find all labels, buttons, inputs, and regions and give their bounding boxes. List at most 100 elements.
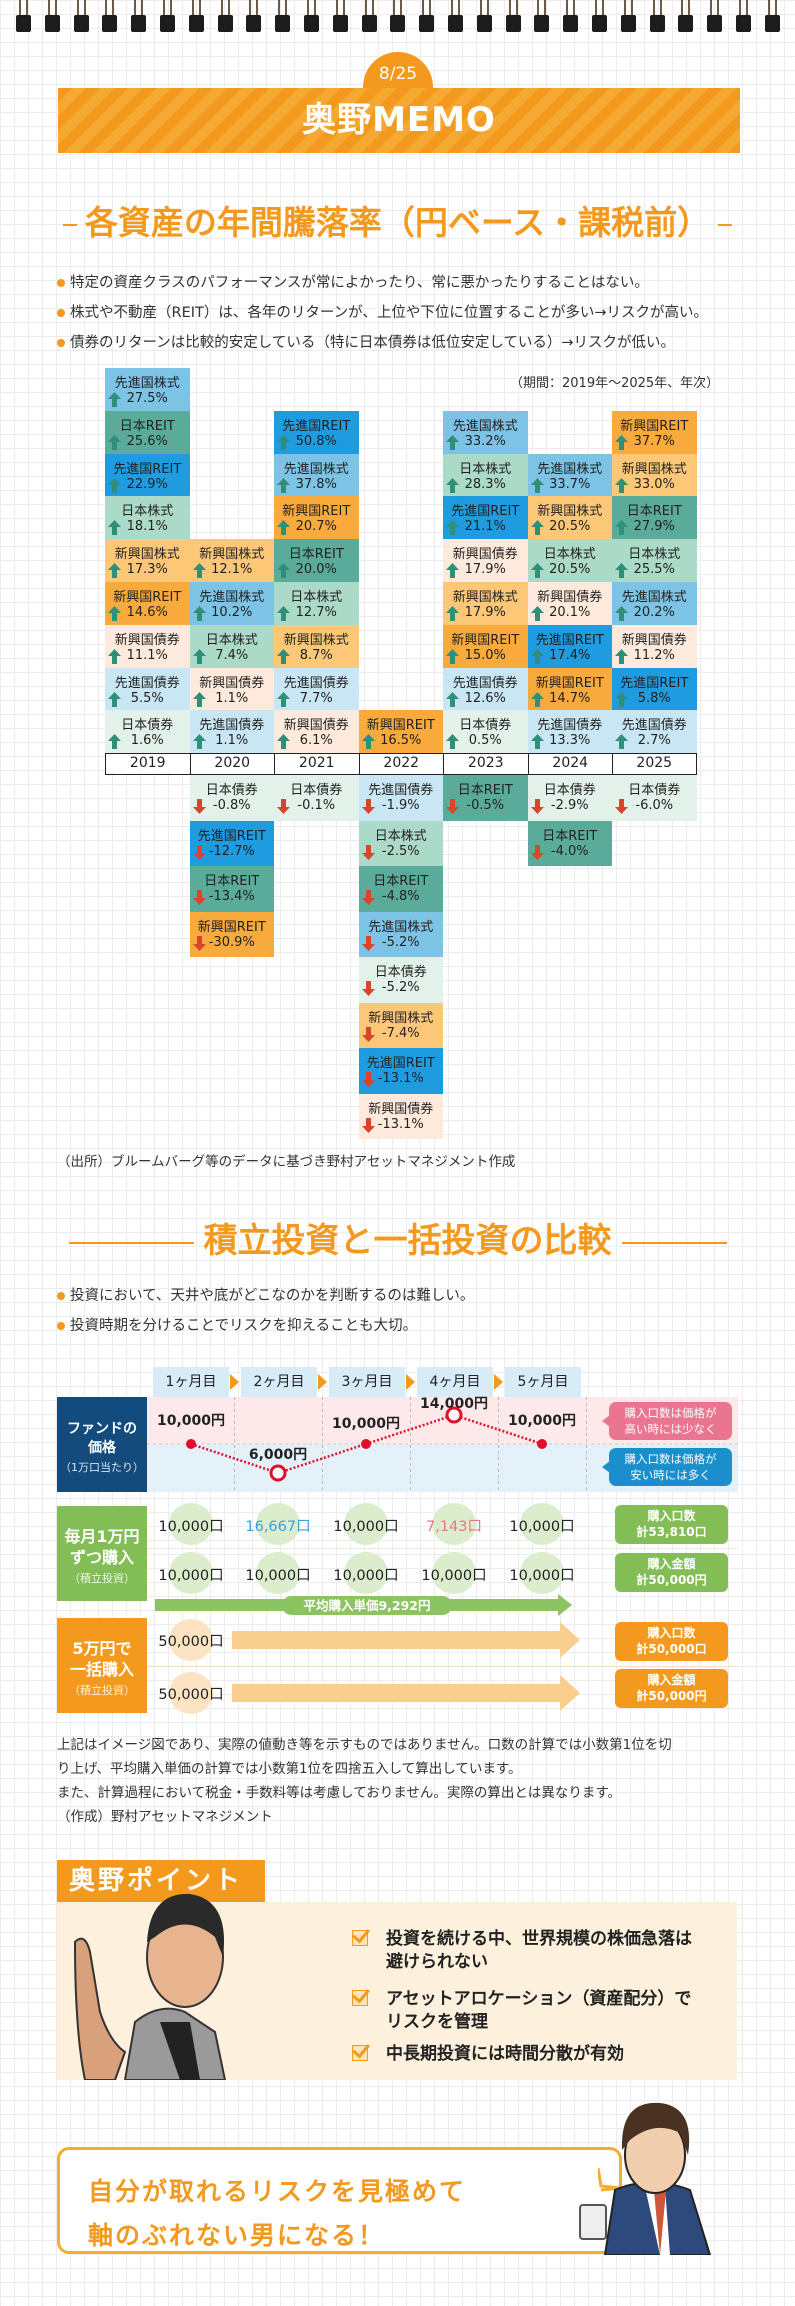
return-percent: -4.8% (381, 889, 420, 904)
return-cell: 先進国債券 5.5% (105, 667, 190, 711)
price-line-svg (147, 1397, 738, 1492)
up-arrow-icon (108, 520, 121, 536)
ring-binder (563, 0, 579, 32)
return-value: 1.1% (190, 689, 275, 709)
ring-clip (361, 15, 377, 32)
ring-clip (678, 15, 694, 32)
return-value: 20.0% (274, 560, 359, 580)
return-cell: 新興国債券 11.1% (105, 624, 190, 668)
return-percent: 11.1% (126, 647, 168, 663)
note-line: （作成）野村アセットマネジメント (57, 1809, 273, 1825)
title-line-left (68, 1241, 194, 1244)
up-arrow-icon (108, 734, 121, 750)
asset-name: 日本株式 (205, 632, 258, 648)
return-cell: 日本株式 25.5% (612, 539, 697, 582)
return-value: -30.9% (190, 933, 275, 953)
label-line: 5万円で (72, 1639, 132, 1658)
asset-name: 先進国株式 (199, 590, 265, 605)
asset-name: 先進国REIT (620, 675, 689, 691)
average-price-label: 平均購入単価9,292円 (282, 1596, 452, 1615)
return-value: 2.7% (612, 731, 697, 751)
return-percent: 37.7% (633, 433, 675, 449)
return-value: -0.5% (443, 796, 528, 816)
return-value: 17.3% (105, 560, 190, 580)
up-arrow-icon (446, 606, 459, 621)
callout-line: 安い時には多く (630, 1468, 711, 1482)
return-value: 17.4% (528, 646, 613, 666)
section2-bullets: 投資において、天井や底がどこなのかを判断するのは難しい。 投資時期を分けることで… (57, 1281, 757, 1341)
return-cell: 先進国株式 -5.2% (358, 911, 443, 957)
asset-name: 先進国債券 (199, 718, 265, 734)
return-value: 21.1% (443, 517, 528, 537)
ring-wire (479, 0, 489, 18)
ring-clip (160, 15, 175, 32)
ring-wire (220, 0, 230, 18)
callout-line: 購入口数は価格が (624, 1452, 717, 1466)
ring-wire (105, 0, 115, 18)
price-label: 14,000円 (419, 1396, 489, 1412)
callout-low: 購入口数は価格が 安い時には多く (602, 1448, 732, 1486)
ring-wire (681, 0, 691, 18)
asset-name: 先進国REIT (197, 828, 266, 844)
callout-high: 購入口数は価格が 高い時には少なく (602, 1402, 732, 1440)
dca-oval (432, 1503, 476, 1545)
ring-clip (304, 15, 319, 32)
return-value: 17.9% (443, 560, 528, 580)
down-arrow-icon (530, 799, 544, 814)
up-arrow-icon (277, 734, 290, 750)
return-cell: 新興国債券 -13.1% (358, 1093, 443, 1139)
up-arrow-icon (615, 477, 628, 493)
ring-wire (364, 0, 374, 18)
return-value: -0.1% (274, 796, 359, 816)
year-label: 2022 (358, 753, 443, 775)
bullet-item: 投資時期を分けることでリスクを抑えることも大切。 (57, 1311, 757, 1341)
return-cell: 日本債券 0.5% (443, 710, 528, 754)
return-cell: 新興国REIT 15.0% (443, 624, 528, 668)
return-cell: 先進国REIT 22.9% (105, 453, 190, 497)
down-arrow-icon (361, 1117, 375, 1133)
return-value: 25.6% (105, 432, 190, 452)
result-line: 購入金額 (647, 1673, 696, 1687)
up-arrow-icon (446, 563, 459, 579)
return-value: 20.2% (612, 603, 697, 623)
asset-name: 先進国債券 (283, 675, 349, 691)
return-percent: 1.6% (130, 733, 164, 749)
chevron-right-icon (406, 1374, 415, 1390)
return-value: 11.2% (612, 646, 697, 666)
point-text: 中長期投資には時間分散が有効 (386, 2044, 624, 2064)
return-percent: 20.0% (295, 562, 337, 578)
chevron-right-icon (230, 1374, 239, 1390)
up-arrow-icon (277, 563, 290, 579)
up-arrow-icon (446, 734, 459, 750)
label-line: ずつ購入 (69, 1548, 134, 1567)
bullet-item: 特定の資産クラスのパフォーマンスが常によかったり、常に悪かったりすることはない。 (57, 268, 757, 298)
asset-name: 新興国株式 (621, 461, 687, 477)
asset-name: 新興国債券 (621, 632, 687, 648)
title-dash-left (62, 223, 77, 226)
return-value: 17.9% (443, 603, 528, 623)
return-percent: -5.2% (381, 934, 420, 950)
asset-name: 先進国REIT (366, 1056, 435, 1071)
asset-name: 日本株式 (290, 590, 343, 605)
dca-units: 10,000口 (333, 1519, 399, 1535)
annual-returns-table: 先進国株式 27.5% 日本REIT 25.6% 先進国REIT 22.9% 日本株式 18.… (105, 368, 697, 1148)
return-value: -4.0% (528, 842, 613, 862)
up-arrow-icon (615, 648, 628, 664)
return-cell: 日本REIT 20.0% (274, 539, 359, 582)
return-percent: 7.7% (299, 690, 333, 706)
ring-binder (736, 0, 751, 32)
asset-name: 先進国株式 (452, 418, 518, 434)
dca-oval (344, 1503, 388, 1545)
ring-clip (476, 15, 492, 32)
return-percent: 15.0% (464, 647, 506, 663)
dca-label: 毎月1万円 ずつ購入 （積立投資） (57, 1506, 147, 1601)
return-value: -0.8% (190, 796, 275, 816)
year-label: 2024 (527, 753, 612, 775)
bubble-line: 自分が取れるリスクを見極めて (88, 2177, 467, 2206)
ring-binder (131, 0, 147, 32)
price-label: 10,000円 (331, 1416, 401, 1432)
return-cell: 新興国REIT 14.7% (527, 667, 612, 711)
asset-name: 日本株式 (628, 547, 681, 563)
chevron-right-icon (494, 1374, 503, 1390)
ring-binder (649, 0, 665, 32)
